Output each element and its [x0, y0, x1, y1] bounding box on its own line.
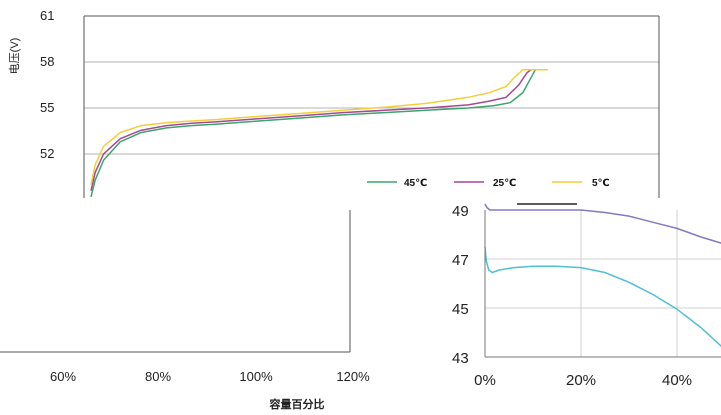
voltage-chart-series: [90, 68, 548, 198]
discharge-chart: 43 45 47 49 0% 20% 40%: [452, 203, 721, 389]
capacity-chart-x-tick-120: 120%: [336, 369, 370, 384]
discharge-chart-x-tick-label: 40%: [662, 372, 692, 389]
capacity-chart-x-tick-100: 100%: [239, 369, 273, 384]
legend-label-5c: 5℃: [592, 178, 610, 189]
voltage-chart-y-tick-labels: 52 55 58 61: [40, 8, 54, 161]
voltage-chart: 52 55 58 61 电压(V) 45℃ 25℃ 5℃: [8, 8, 660, 198]
voltage-chart-legend: 45℃ 25℃ 5℃: [367, 178, 610, 189]
legend-label-25c: 25℃: [493, 178, 516, 189]
voltage-series-line-2: [90, 68, 548, 185]
discharge-chart-y-tick-label: 45: [452, 301, 469, 318]
voltage-chart-y-tick-label: 52: [40, 146, 54, 161]
voltage-series-line-0: [90, 69, 537, 198]
voltage-chart-y-axis-label: 电压(V): [8, 38, 21, 75]
capacity-chart-x-axis-label: 容量百分比: [269, 397, 325, 411]
discharge-chart-x-tick-labels: 0% 20% 40%: [474, 372, 692, 389]
voltage-series-line-1: [90, 69, 532, 191]
discharge-chart-x-tick-label: 0%: [474, 372, 496, 389]
voltage-chart-y-tick-label: 58: [40, 54, 54, 69]
discharge-chart-x-tick-label: 20%: [566, 372, 596, 389]
discharge-chart-series: [484, 203, 721, 348]
discharge-chart-y-tick-labels: 43 45 47 49: [452, 203, 469, 367]
discharge-chart-y-tick-label: 43: [452, 350, 469, 367]
capacity-chart: 60% 80% 100% 120% 容量百分比: [0, 210, 370, 411]
discharge-series-line-0: [484, 203, 721, 244]
voltage-chart-y-tick-label: 55: [40, 100, 54, 115]
legend-label-45c: 45℃: [404, 178, 427, 189]
discharge-chart-y-tick-label: 49: [452, 203, 469, 220]
capacity-chart-x-tick-80: 80%: [145, 369, 171, 384]
voltage-chart-y-tick-label: 61: [40, 8, 54, 23]
capacity-chart-x-tick-60: 60%: [50, 369, 76, 384]
discharge-chart-gridlines: [485, 210, 721, 357]
discharge-chart-y-tick-label: 47: [452, 252, 469, 269]
discharge-series-line-1: [484, 246, 721, 348]
